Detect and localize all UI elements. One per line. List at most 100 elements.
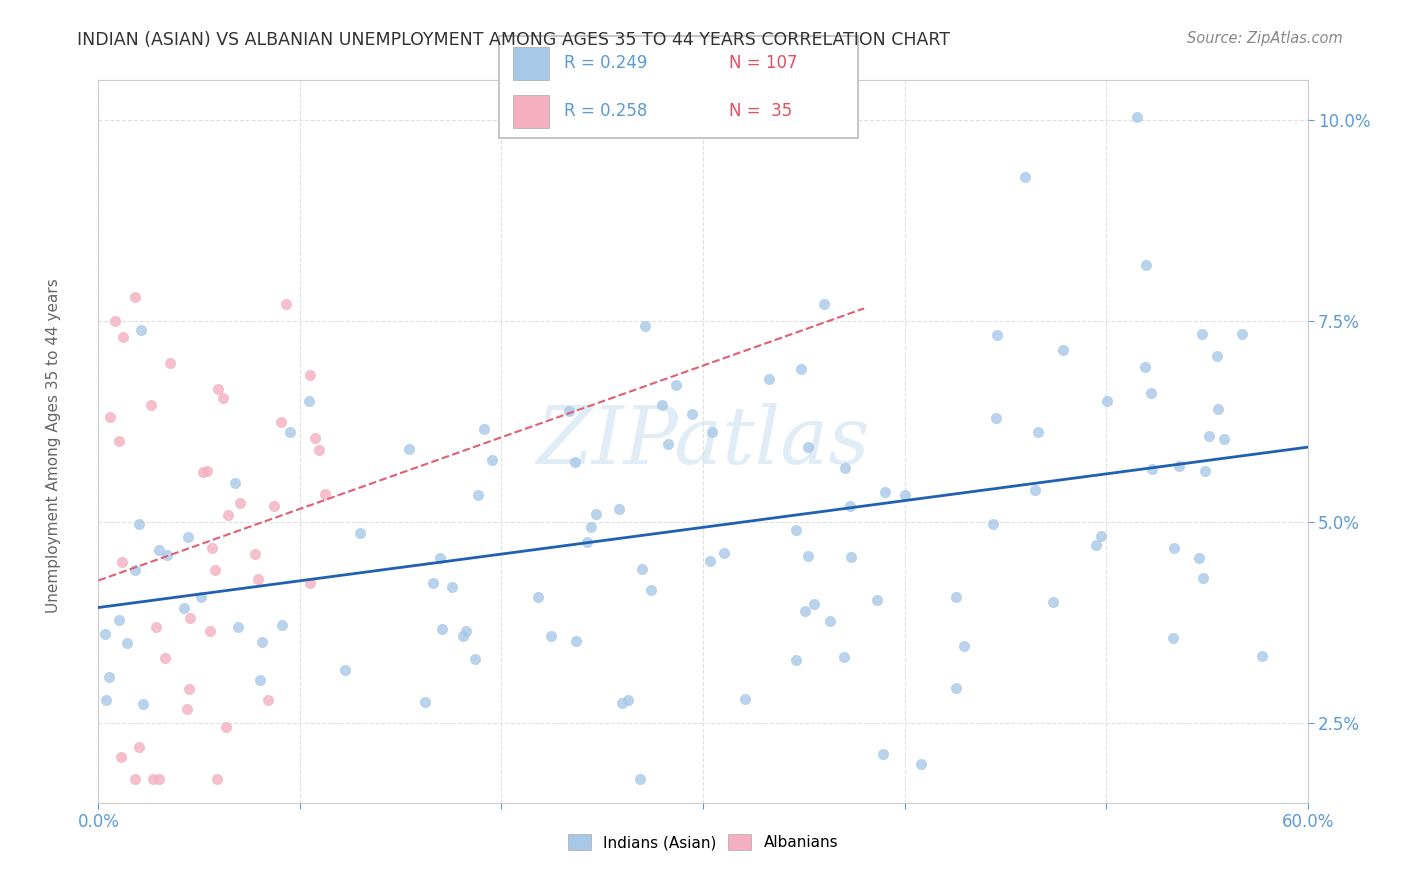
Point xyxy=(665,377,688,392)
Point xyxy=(229,496,252,510)
Point xyxy=(271,617,294,632)
Point xyxy=(1250,649,1272,664)
Point xyxy=(564,455,586,469)
Point xyxy=(797,549,820,563)
Point xyxy=(873,484,896,499)
Point xyxy=(1163,541,1185,556)
Point xyxy=(1188,551,1211,566)
Point xyxy=(94,627,117,641)
Point xyxy=(1095,393,1118,408)
Point xyxy=(1090,528,1112,542)
Point xyxy=(124,563,146,577)
Point xyxy=(217,508,239,522)
Point xyxy=(945,681,967,696)
Point xyxy=(785,653,807,667)
Point xyxy=(139,398,162,412)
Point xyxy=(193,465,215,479)
Point xyxy=(1212,432,1234,446)
Point xyxy=(790,362,813,376)
Point xyxy=(834,461,856,475)
Point xyxy=(246,572,269,586)
Point xyxy=(177,682,200,697)
Point xyxy=(758,372,780,386)
Point xyxy=(173,601,195,615)
Point xyxy=(103,314,125,328)
Point xyxy=(631,562,654,576)
Point xyxy=(841,549,863,564)
Point xyxy=(177,529,200,543)
Text: Unemployment Among Ages 35 to 44 years: Unemployment Among Ages 35 to 44 years xyxy=(46,278,60,614)
Point xyxy=(145,620,167,634)
Point xyxy=(1024,483,1046,497)
Point xyxy=(472,422,495,436)
Point xyxy=(526,590,548,604)
Point xyxy=(803,597,825,611)
Point xyxy=(734,692,756,706)
Point xyxy=(132,698,155,712)
Point xyxy=(110,750,132,764)
Point xyxy=(308,443,330,458)
Point xyxy=(610,697,633,711)
Text: ZIPatlas: ZIPatlas xyxy=(536,403,870,480)
Point xyxy=(699,554,721,568)
Point xyxy=(111,555,134,569)
Bar xyxy=(513,95,550,128)
Point xyxy=(398,442,420,457)
Point xyxy=(609,501,631,516)
Point xyxy=(700,425,723,440)
Point xyxy=(249,673,271,688)
Point xyxy=(894,488,917,502)
Point xyxy=(1028,425,1050,439)
Point xyxy=(1052,343,1074,357)
Point xyxy=(453,629,475,643)
Point xyxy=(148,772,170,786)
Point xyxy=(1042,594,1064,608)
Point xyxy=(813,296,835,310)
Point xyxy=(1198,429,1220,443)
Point xyxy=(794,604,817,618)
Point xyxy=(785,523,807,537)
Point xyxy=(1206,349,1229,363)
Point xyxy=(190,590,212,604)
Point xyxy=(176,702,198,716)
Point xyxy=(540,629,562,643)
Text: N =  35: N = 35 xyxy=(728,102,792,120)
Point xyxy=(274,297,297,311)
Text: N = 107: N = 107 xyxy=(728,54,797,72)
Point xyxy=(153,651,176,665)
Point xyxy=(131,323,153,337)
Point xyxy=(682,407,704,421)
Text: INDIAN (ASIAN) VS ALBANIAN UNEMPLOYMENT AMONG AGES 35 TO 44 YEARS CORRELATION CH: INDIAN (ASIAN) VS ALBANIAN UNEMPLOYMENT … xyxy=(77,31,950,49)
Point xyxy=(797,440,820,454)
Point xyxy=(179,610,201,624)
Point xyxy=(335,663,357,677)
Point xyxy=(441,580,464,594)
Point xyxy=(278,425,301,439)
Point xyxy=(128,516,150,531)
Point xyxy=(456,624,478,638)
Point xyxy=(198,624,221,639)
Point xyxy=(207,772,229,786)
Point xyxy=(1135,258,1157,272)
Point xyxy=(981,517,1004,532)
Point xyxy=(1191,571,1213,585)
Point xyxy=(349,525,371,540)
Point xyxy=(640,583,662,598)
Point xyxy=(111,330,134,344)
Point xyxy=(1133,360,1156,375)
Point xyxy=(986,328,1008,343)
Point xyxy=(108,434,131,448)
Point xyxy=(628,772,651,786)
Point xyxy=(1206,402,1229,417)
Point xyxy=(579,520,602,534)
Point xyxy=(224,475,246,490)
Point xyxy=(558,404,581,418)
Point xyxy=(298,368,321,383)
Point xyxy=(910,757,932,772)
Point xyxy=(1140,462,1163,476)
Point xyxy=(1161,631,1184,645)
Point xyxy=(128,739,150,754)
Point xyxy=(201,541,224,556)
Point xyxy=(148,542,170,557)
Point xyxy=(215,720,238,734)
